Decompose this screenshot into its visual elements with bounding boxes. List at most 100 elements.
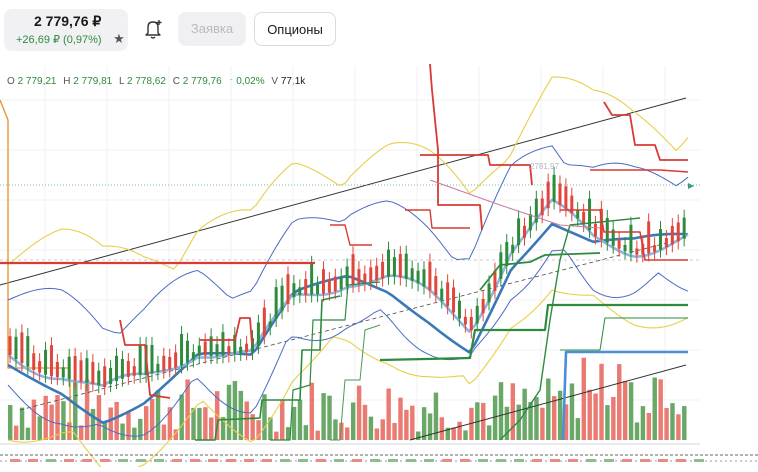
candle-body: [422, 269, 426, 287]
candle-body: [38, 361, 42, 373]
volume-bar: [291, 406, 297, 440]
volume-bar: [197, 407, 202, 440]
volume-bar: [203, 407, 208, 440]
high-value: 2 779,81: [73, 76, 113, 87]
volume-bar: [398, 397, 403, 440]
candle-body: [138, 345, 142, 376]
candle-body: [446, 282, 450, 307]
price-change: +26,69 ₽ (0,97%): [16, 34, 102, 46]
volume-bar: [268, 417, 273, 440]
candle-body: [221, 332, 225, 356]
volume-bar: [220, 417, 226, 440]
change-percent: ↑ 0,02%: [228, 76, 265, 87]
volume-bar: [25, 427, 31, 440]
indicator-bar: [658, 459, 668, 462]
volume-bar: [8, 405, 13, 440]
volume-bar: [96, 395, 102, 440]
stop-line-red: [420, 154, 533, 186]
price-block[interactable]: 2 779,76 ₽ +26,69 ₽ (0,97%) ★: [4, 9, 128, 51]
volume-bar: [350, 402, 356, 440]
support-line-green: [499, 217, 641, 441]
options-button[interactable]: Опционы: [254, 12, 336, 46]
volume-bar: [421, 407, 427, 440]
volume-bar: [185, 379, 190, 440]
candle-body: [85, 358, 89, 383]
stop-line-red: [603, 101, 688, 161]
volume-bar: [587, 389, 592, 440]
candle-body: [251, 338, 255, 353]
candle-body: [239, 346, 243, 353]
candle-body: [369, 267, 373, 282]
volume-bar: [356, 385, 362, 440]
candle-body: [109, 367, 113, 385]
volume-bar: [386, 388, 391, 440]
volume-bar: [605, 405, 610, 440]
chart-canvas[interactable]: [0, 62, 758, 472]
indicator-bar: [190, 459, 200, 462]
indicator-bar: [136, 459, 146, 462]
volume-bar: [380, 419, 385, 440]
volume-bar: [226, 384, 232, 440]
trend-channel-upper: [0, 97, 687, 286]
volume-bar: [628, 382, 634, 440]
candle-body: [558, 183, 562, 205]
volume-bar: [374, 428, 380, 440]
candle-body: [653, 245, 657, 252]
indicator-bar: [352, 459, 362, 462]
candle-body: [487, 283, 491, 303]
indicator-bar: [478, 459, 488, 462]
volume-bar: [19, 407, 25, 440]
volume-bar: [149, 398, 155, 440]
volume-bar: [658, 379, 663, 440]
volume-bar: [433, 392, 439, 440]
volume-bar: [617, 364, 622, 440]
candle-body: [132, 366, 136, 376]
volume-bar: [410, 405, 415, 440]
candle-body: [505, 241, 509, 267]
volume-bar: [522, 388, 527, 440]
volume-bar: [232, 381, 238, 440]
indicator-bar: [640, 459, 650, 462]
volume-bar: [640, 406, 646, 440]
candle-body: [32, 353, 36, 370]
volume-bar: [84, 379, 90, 440]
indicator-bar: [280, 459, 290, 462]
candle-body: [463, 316, 467, 325]
candle-body: [611, 229, 615, 246]
stop-line-red: [590, 169, 689, 173]
candle-body: [245, 343, 249, 353]
volume-bar: [457, 421, 462, 440]
candle-body: [156, 363, 160, 373]
volume-bar: [61, 401, 66, 440]
candle-body: [103, 366, 107, 388]
volume-bar: [498, 382, 504, 440]
volume-label: V: [271, 76, 279, 87]
trend-channel-lower: [409, 364, 687, 441]
candle-body: [599, 208, 603, 240]
volume-bar: [339, 422, 344, 440]
candle-body: [605, 217, 609, 243]
volume-bar: [682, 406, 687, 440]
stop-line-red: [405, 209, 470, 229]
candle-body: [540, 198, 544, 216]
indicator-bar: [262, 459, 272, 462]
candle-body: [227, 346, 231, 355]
order-button[interactable]: Заявка: [178, 12, 246, 46]
indicator-bar: [586, 459, 596, 462]
low-value: 2 778,62: [127, 76, 166, 87]
candle-body: [481, 298, 485, 314]
candle-body: [262, 307, 266, 337]
indicator-bar: [244, 459, 254, 462]
candle-body: [298, 287, 302, 295]
candle-body: [593, 223, 597, 237]
trend-dashed-line: [19, 237, 687, 411]
indicator-bar: [118, 459, 128, 462]
star-icon[interactable]: ★: [113, 31, 125, 46]
volume-bar: [528, 402, 533, 440]
volume-bar: [463, 430, 468, 440]
candle-body: [333, 276, 337, 292]
indicator-line-pink: [429, 179, 601, 229]
price-chart[interactable]: [0, 62, 758, 472]
bell-plus-icon[interactable]: [140, 16, 166, 42]
candle-body: [120, 358, 124, 379]
